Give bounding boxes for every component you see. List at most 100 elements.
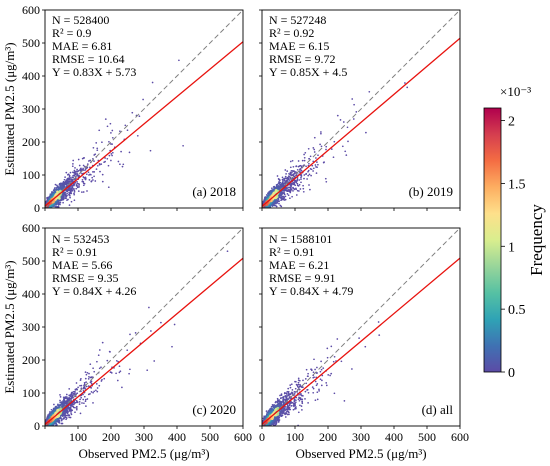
scatter-point bbox=[90, 382, 93, 385]
scatter-point bbox=[70, 397, 73, 400]
scatter-point bbox=[92, 367, 94, 370]
scatter-point bbox=[305, 165, 307, 168]
scatter-point bbox=[303, 177, 305, 180]
scatter-point bbox=[291, 159, 294, 162]
scatter-point bbox=[62, 201, 64, 204]
scatter-point bbox=[65, 171, 68, 174]
scatter-point bbox=[57, 185, 59, 188]
scatter-point bbox=[284, 198, 287, 201]
scatter-point bbox=[299, 188, 302, 190]
scatter-point bbox=[296, 178, 299, 180]
scatter-point bbox=[93, 160, 95, 162]
scatter-point bbox=[54, 183, 57, 186]
scatter-point bbox=[312, 167, 315, 170]
scatter-point bbox=[296, 189, 299, 192]
scatter-point bbox=[86, 398, 89, 400]
scatter-point bbox=[303, 153, 305, 156]
scatter-point bbox=[309, 188, 311, 191]
scatter-point bbox=[287, 194, 290, 197]
scatter-point bbox=[294, 179, 297, 182]
scatter-point bbox=[292, 170, 294, 172]
scatter-point bbox=[281, 185, 283, 187]
scatter-point bbox=[342, 121, 345, 123]
scatter-point bbox=[291, 182, 293, 185]
scatter-point bbox=[299, 168, 301, 171]
scatter-point bbox=[353, 103, 355, 106]
scatter-point bbox=[278, 179, 281, 182]
scatter-point bbox=[70, 187, 73, 190]
scatter-point bbox=[73, 184, 75, 187]
scatter-point bbox=[73, 190, 76, 193]
scatter-point bbox=[59, 201, 62, 204]
scatter-point bbox=[319, 143, 321, 146]
scatter-point bbox=[302, 190, 305, 193]
scatter-point bbox=[304, 151, 307, 154]
scatter-point bbox=[317, 154, 319, 157]
scatter-point bbox=[110, 159, 112, 162]
scatter-point bbox=[89, 363, 92, 366]
scatter-point bbox=[66, 412, 69, 414]
scatter-point bbox=[66, 188, 69, 191]
scatter-point bbox=[84, 388, 87, 390]
scatter-point bbox=[68, 191, 70, 194]
scatter-point bbox=[136, 134, 139, 137]
scatter-point bbox=[82, 164, 85, 167]
scatter-point bbox=[81, 191, 83, 193]
scatter-point bbox=[280, 205, 283, 208]
scatter-point bbox=[96, 387, 99, 389]
scatter-point bbox=[94, 180, 97, 182]
scatter-point bbox=[66, 199, 68, 201]
scatter-point bbox=[55, 187, 58, 189]
scatter-point bbox=[311, 164, 314, 167]
scatter-point bbox=[271, 203, 274, 206]
scatter-point bbox=[63, 417, 65, 420]
scatter-point bbox=[79, 398, 81, 401]
scatter-point bbox=[50, 205, 53, 208]
scatter-point bbox=[104, 118, 107, 120]
scatter-point bbox=[109, 122, 112, 125]
scatter-point bbox=[54, 186, 56, 189]
stat-mae: MAE = 6.81 bbox=[52, 39, 112, 53]
scatter-point bbox=[325, 180, 328, 183]
identity-line bbox=[261, 9, 461, 209]
scatter-point bbox=[72, 171, 74, 174]
scatter-point bbox=[55, 188, 58, 191]
scatter-point bbox=[293, 172, 295, 175]
scatter-point bbox=[75, 382, 78, 384]
scatter-point bbox=[86, 163, 89, 165]
scatter-point bbox=[110, 143, 112, 145]
panel-label: (b) 2019 bbox=[409, 184, 453, 199]
scatter-point bbox=[278, 194, 280, 197]
scatter-point bbox=[66, 397, 68, 400]
scatter-point bbox=[72, 392, 75, 395]
scatter-point bbox=[65, 179, 68, 182]
scatter-point bbox=[286, 193, 289, 195]
scatter-point bbox=[339, 119, 342, 121]
scatter-point bbox=[282, 183, 285, 185]
scatter-point bbox=[296, 182, 299, 185]
scatter-point bbox=[59, 399, 61, 402]
scatter-point bbox=[69, 196, 71, 199]
scatter-point bbox=[87, 378, 90, 380]
scatter-point bbox=[324, 177, 327, 180]
scatter-point bbox=[76, 170, 79, 173]
scatter-point bbox=[77, 386, 79, 389]
scatter-point bbox=[70, 180, 73, 182]
scatter-point bbox=[404, 82, 406, 84]
scatter-point bbox=[100, 366, 102, 369]
scatter-point bbox=[284, 175, 287, 178]
scatter-point bbox=[295, 187, 297, 190]
scatter-point bbox=[292, 186, 294, 189]
scatter-point bbox=[298, 179, 301, 181]
scatter-point bbox=[74, 389, 77, 391]
scatter-point bbox=[117, 160, 120, 163]
scatter-point bbox=[68, 204, 71, 206]
scatter-point bbox=[118, 371, 121, 374]
scatter-point bbox=[286, 176, 289, 179]
scatter-point bbox=[281, 176, 284, 179]
scatter-point bbox=[74, 391, 76, 393]
scatter-point bbox=[69, 191, 72, 194]
scatter-point bbox=[69, 408, 72, 411]
scatter-point bbox=[298, 171, 301, 173]
